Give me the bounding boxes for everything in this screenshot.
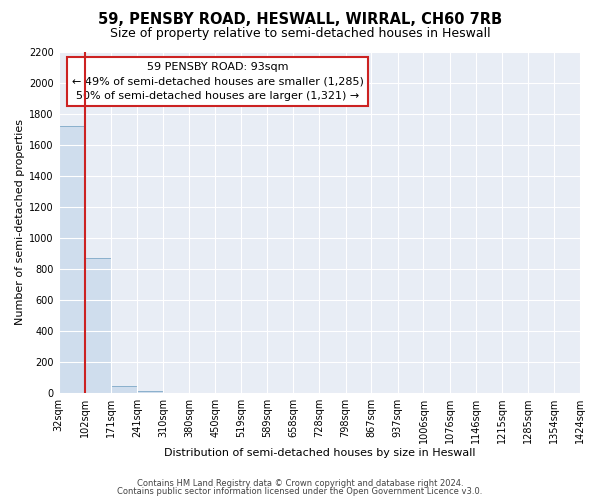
Bar — [137, 392, 163, 393]
Y-axis label: Number of semi-detached properties: Number of semi-detached properties — [15, 119, 25, 325]
Bar — [85, 258, 111, 393]
Text: 59, PENSBY ROAD, HESWALL, WIRRAL, CH60 7RB: 59, PENSBY ROAD, HESWALL, WIRRAL, CH60 7… — [98, 12, 502, 28]
Bar — [59, 126, 85, 393]
Text: Contains public sector information licensed under the Open Government Licence v3: Contains public sector information licen… — [118, 487, 482, 496]
Text: Size of property relative to semi-detached houses in Heswall: Size of property relative to semi-detach… — [110, 28, 490, 40]
X-axis label: Distribution of semi-detached houses by size in Heswall: Distribution of semi-detached houses by … — [164, 448, 475, 458]
Bar — [111, 386, 137, 393]
Text: 59 PENSBY ROAD: 93sqm
← 49% of semi-detached houses are smaller (1,285)
50% of s: 59 PENSBY ROAD: 93sqm ← 49% of semi-deta… — [72, 62, 364, 102]
Text: Contains HM Land Registry data © Crown copyright and database right 2024.: Contains HM Land Registry data © Crown c… — [137, 478, 463, 488]
